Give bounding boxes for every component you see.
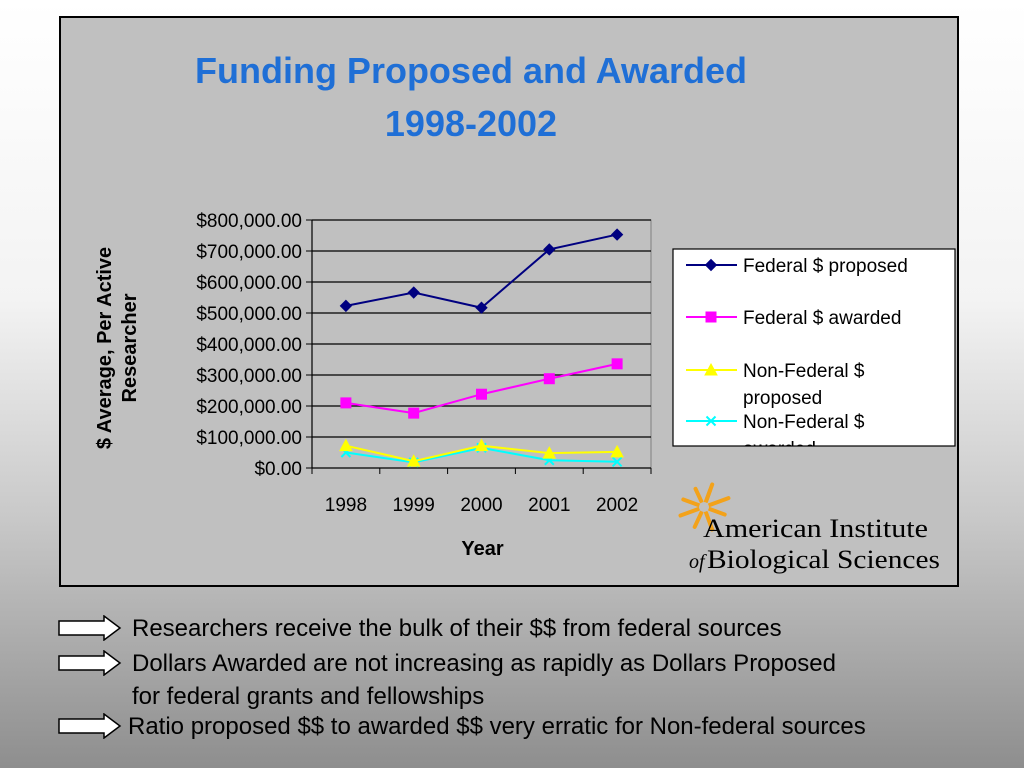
chart-panel: Funding Proposed and Awarded 1998-2002 $… (59, 16, 959, 587)
series-3-point (610, 444, 624, 458)
y-tick-label: $200,000.00 (196, 397, 302, 418)
x-tick-label: 2002 (596, 495, 638, 516)
legend-marker-2 (705, 311, 717, 323)
logo-line-2: Biological Sciences (707, 545, 940, 574)
y-tick-label: $400,000.00 (196, 335, 302, 356)
chart-title-line-1: Funding Proposed and Awarded (194, 50, 748, 91)
series-4-point (611, 456, 623, 468)
series-1-point (475, 301, 488, 314)
y-axis-title-line: $ Average, Per Active (94, 247, 116, 449)
right-arrow-icon (58, 615, 122, 641)
bullet-3-text: Ratio proposed $$ to awarded $$ very err… (128, 713, 866, 740)
y-tick-label: $600,000.00 (196, 273, 302, 294)
series-1-point (610, 228, 624, 241)
legend-label-1: Federal $ proposed (743, 256, 908, 277)
legend-box (672, 248, 956, 447)
x-tick-label: 2000 (460, 495, 502, 516)
y-tick-label: $500,000.00 (196, 304, 302, 325)
logo-of: of (689, 551, 707, 573)
legend-marker-3 (704, 362, 718, 376)
y-tick-label: $800,000.00 (196, 211, 302, 232)
series-3-point (339, 438, 353, 452)
y-tick-label: $100,000.00 (196, 428, 302, 449)
logo-sun-ray (704, 488, 713, 504)
y-tick-label: $0.00 (254, 459, 302, 480)
chart-title-line-2: 1998-2002 (384, 103, 558, 144)
y-axis-title: $ Average, Per Active Researcher (94, 247, 141, 449)
series-3-point (406, 454, 421, 467)
logo-sun-ray (707, 496, 731, 507)
series-3-point (542, 446, 557, 459)
bullet-2-text-line-1: Dollars Awarded are not increasing as ra… (132, 650, 836, 677)
x-tick-label: 1999 (393, 495, 435, 516)
legend-label-2: Federal $ awarded (743, 308, 901, 329)
x-tick-label: 1998 (325, 495, 367, 516)
y-axis-title-line: Researcher (119, 293, 141, 402)
right-arrow-icon (58, 650, 122, 676)
bullet-1-text: Researchers receive the bulk of their $$… (132, 615, 782, 642)
line-chart: $0.00 $100,000.00 $200,000.00 $300,000.00 $4… (94, 211, 956, 574)
series-1-point (407, 286, 420, 299)
chart-title: Funding Proposed and Awarded 1998-2002 (21, 44, 921, 150)
right-arrow-icon (58, 713, 122, 739)
legend-label-3: Non-Federal $ proposed (743, 361, 865, 409)
logo-sun-ray (692, 510, 704, 529)
logo-sun-ray (693, 486, 704, 504)
series-2-point (340, 397, 352, 409)
y-tick-label: $300,000.00 (196, 366, 302, 387)
series-2-point (611, 358, 623, 370)
logo-sun-center (699, 502, 709, 512)
y-tick-label: $700,000.00 (196, 242, 302, 263)
series-2-point (408, 407, 420, 419)
legend-marker-4 (705, 415, 717, 427)
series-1-point (339, 299, 353, 313)
logo-line-1: American Institute (703, 514, 928, 543)
bullet-2-text-line-2: for federal grants and fellowships (132, 683, 485, 710)
logo-sun-ray (704, 510, 715, 532)
legend-label-4: Non-Federal $ awarded (743, 412, 865, 460)
logo-sun-ray (681, 497, 701, 507)
x-axis-title: Year (461, 538, 503, 560)
series-1-point (543, 243, 556, 256)
series-3-point (474, 438, 489, 452)
x-tick-label: 2001 (528, 495, 570, 516)
series-2-point (476, 388, 487, 400)
logo-sun-ray (678, 507, 701, 518)
legend-marker-1 (704, 258, 718, 272)
series-2-point (543, 373, 555, 385)
logo-sun-ray (707, 507, 727, 517)
